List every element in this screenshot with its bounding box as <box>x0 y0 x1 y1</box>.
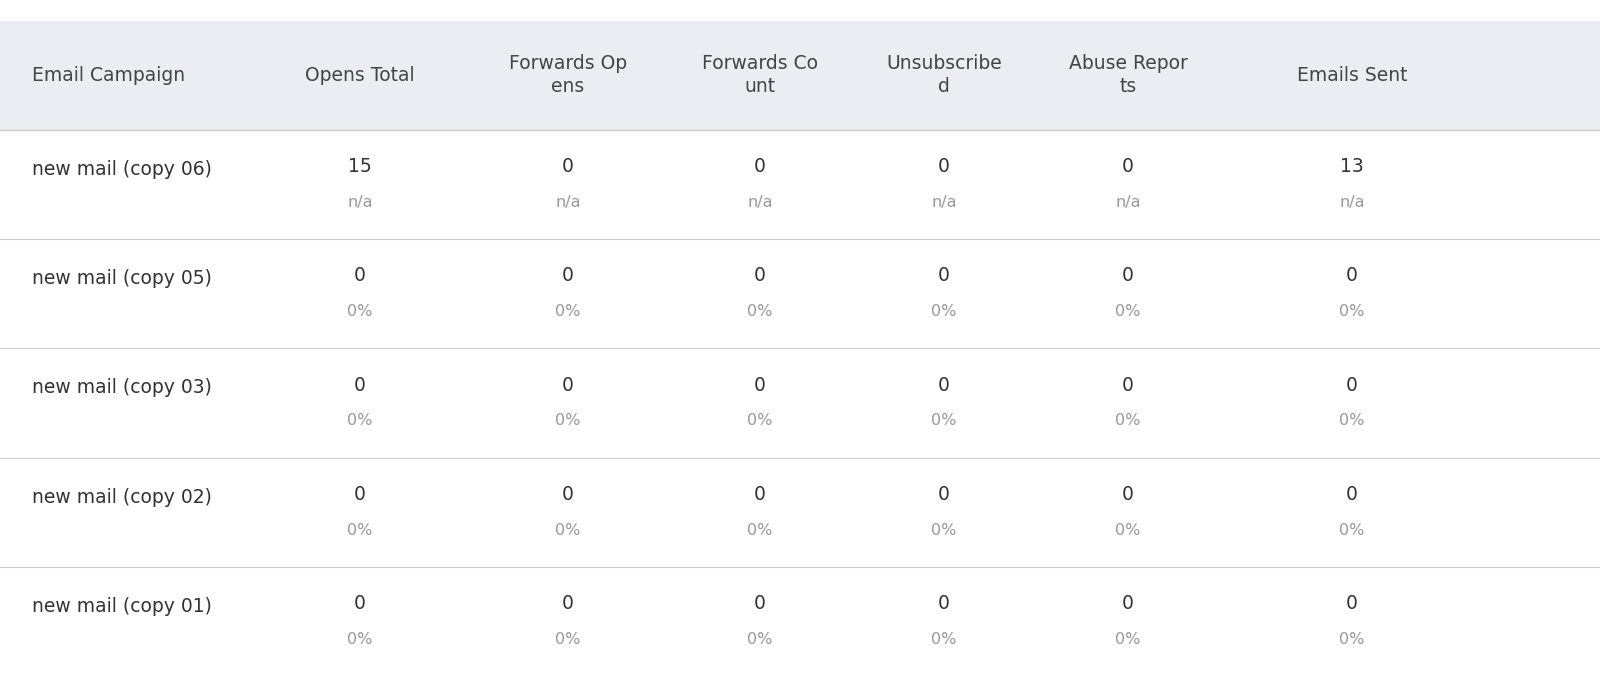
Text: 0: 0 <box>562 266 574 285</box>
Text: 0: 0 <box>562 485 574 504</box>
Text: 0: 0 <box>754 594 766 613</box>
Text: 0: 0 <box>1346 594 1358 613</box>
Text: 15: 15 <box>349 157 371 176</box>
Text: 0: 0 <box>1346 375 1358 395</box>
Bar <box>0 457 1600 567</box>
Text: n/a: n/a <box>931 195 957 210</box>
Text: 0: 0 <box>1122 375 1134 395</box>
Text: 0%: 0% <box>555 523 581 538</box>
Text: 0%: 0% <box>555 632 581 647</box>
Text: 0: 0 <box>562 375 574 395</box>
Text: 0%: 0% <box>1115 632 1141 647</box>
Text: 0: 0 <box>754 485 766 504</box>
Text: 0%: 0% <box>1115 523 1141 538</box>
Bar <box>0 239 1600 348</box>
Text: 0%: 0% <box>347 632 373 647</box>
Text: 0%: 0% <box>555 304 581 319</box>
Text: 0%: 0% <box>1115 413 1141 428</box>
Text: 0: 0 <box>938 375 950 395</box>
Text: 0%: 0% <box>931 523 957 538</box>
Text: 0: 0 <box>354 375 366 395</box>
Text: 0: 0 <box>938 594 950 613</box>
Text: 0: 0 <box>938 157 950 176</box>
Bar <box>0 348 1600 457</box>
Text: 0%: 0% <box>347 304 373 319</box>
Text: 0%: 0% <box>931 632 957 647</box>
Text: 0%: 0% <box>1339 632 1365 647</box>
Text: new mail (copy 05): new mail (copy 05) <box>32 269 211 288</box>
Bar <box>0 130 1600 239</box>
Text: 0: 0 <box>562 157 574 176</box>
Text: 0: 0 <box>1346 266 1358 285</box>
Text: new mail (copy 02): new mail (copy 02) <box>32 488 211 506</box>
Text: 0: 0 <box>1122 594 1134 613</box>
Text: 0%: 0% <box>747 304 773 319</box>
Text: 0: 0 <box>1122 485 1134 504</box>
Text: 0: 0 <box>354 266 366 285</box>
Text: 0%: 0% <box>931 304 957 319</box>
Text: 0: 0 <box>1346 485 1358 504</box>
Text: n/a: n/a <box>1339 195 1365 210</box>
Text: 0: 0 <box>754 375 766 395</box>
Text: new mail (copy 03): new mail (copy 03) <box>32 378 211 397</box>
Text: Forwards Co
unt: Forwards Co unt <box>702 54 818 97</box>
Text: 0%: 0% <box>1115 304 1141 319</box>
Text: Email Campaign: Email Campaign <box>32 66 186 85</box>
Text: 0: 0 <box>1122 266 1134 285</box>
Text: 0: 0 <box>938 485 950 504</box>
Text: 0%: 0% <box>747 413 773 428</box>
Text: Emails Sent: Emails Sent <box>1296 66 1408 85</box>
Text: Opens Total: Opens Total <box>306 66 414 85</box>
Text: 0: 0 <box>754 266 766 285</box>
Text: 0%: 0% <box>347 523 373 538</box>
Text: new mail (copy 06): new mail (copy 06) <box>32 159 211 179</box>
Text: 0%: 0% <box>347 413 373 428</box>
Text: n/a: n/a <box>1115 195 1141 210</box>
Text: n/a: n/a <box>347 195 373 210</box>
Text: Unsubscribe
d: Unsubscribe d <box>886 54 1002 97</box>
Bar <box>0 567 1600 676</box>
Text: 0%: 0% <box>747 632 773 647</box>
Text: n/a: n/a <box>555 195 581 210</box>
Text: 0%: 0% <box>931 413 957 428</box>
Text: 13: 13 <box>1341 157 1363 176</box>
Text: 0: 0 <box>1122 157 1134 176</box>
Text: 0: 0 <box>354 594 366 613</box>
Text: 0: 0 <box>754 157 766 176</box>
Text: Forwards Op
ens: Forwards Op ens <box>509 54 627 97</box>
Text: 0: 0 <box>354 485 366 504</box>
Text: 0%: 0% <box>1339 304 1365 319</box>
Bar <box>0 21 1600 130</box>
Text: n/a: n/a <box>747 195 773 210</box>
Text: 0%: 0% <box>1339 523 1365 538</box>
Text: 0%: 0% <box>555 413 581 428</box>
Text: 0%: 0% <box>747 523 773 538</box>
Text: Abuse Repor
ts: Abuse Repor ts <box>1069 54 1187 97</box>
Text: 0%: 0% <box>1339 413 1365 428</box>
Text: 0: 0 <box>562 594 574 613</box>
Text: 0: 0 <box>938 266 950 285</box>
Text: new mail (copy 01): new mail (copy 01) <box>32 597 211 616</box>
